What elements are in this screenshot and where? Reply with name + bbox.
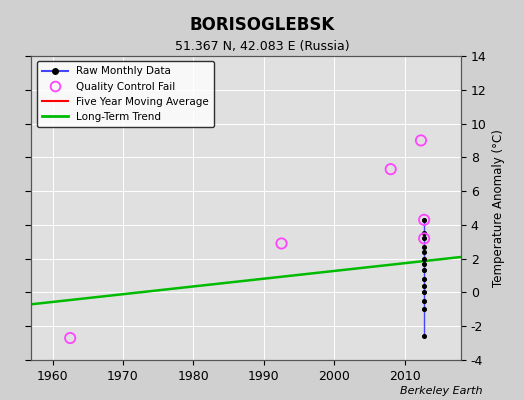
Point bbox=[420, 235, 428, 242]
Point bbox=[420, 230, 428, 236]
Text: 51.367 N, 42.083 E (Russia): 51.367 N, 42.083 E (Russia) bbox=[174, 40, 350, 53]
Point bbox=[420, 235, 428, 242]
Point bbox=[420, 217, 428, 223]
Point bbox=[420, 289, 428, 296]
Point bbox=[420, 256, 428, 262]
Point bbox=[420, 298, 428, 304]
Point bbox=[420, 260, 428, 267]
Point bbox=[420, 282, 428, 289]
Point bbox=[420, 333, 428, 340]
Point bbox=[420, 249, 428, 255]
Point bbox=[420, 276, 428, 282]
Point bbox=[66, 335, 74, 341]
Point bbox=[277, 240, 286, 247]
Legend: Raw Monthly Data, Quality Control Fail, Five Year Moving Average, Long-Term Tren: Raw Monthly Data, Quality Control Fail, … bbox=[37, 61, 214, 127]
Point bbox=[420, 306, 428, 312]
Text: BORISOGLEBSK: BORISOGLEBSK bbox=[189, 16, 335, 34]
Point bbox=[420, 267, 428, 274]
Point bbox=[387, 166, 395, 172]
Y-axis label: Temperature Anomaly (°C): Temperature Anomaly (°C) bbox=[492, 129, 505, 287]
Point bbox=[420, 217, 428, 223]
Point bbox=[420, 244, 428, 250]
Text: Berkeley Earth: Berkeley Earth bbox=[400, 386, 482, 396]
Point bbox=[417, 137, 425, 144]
